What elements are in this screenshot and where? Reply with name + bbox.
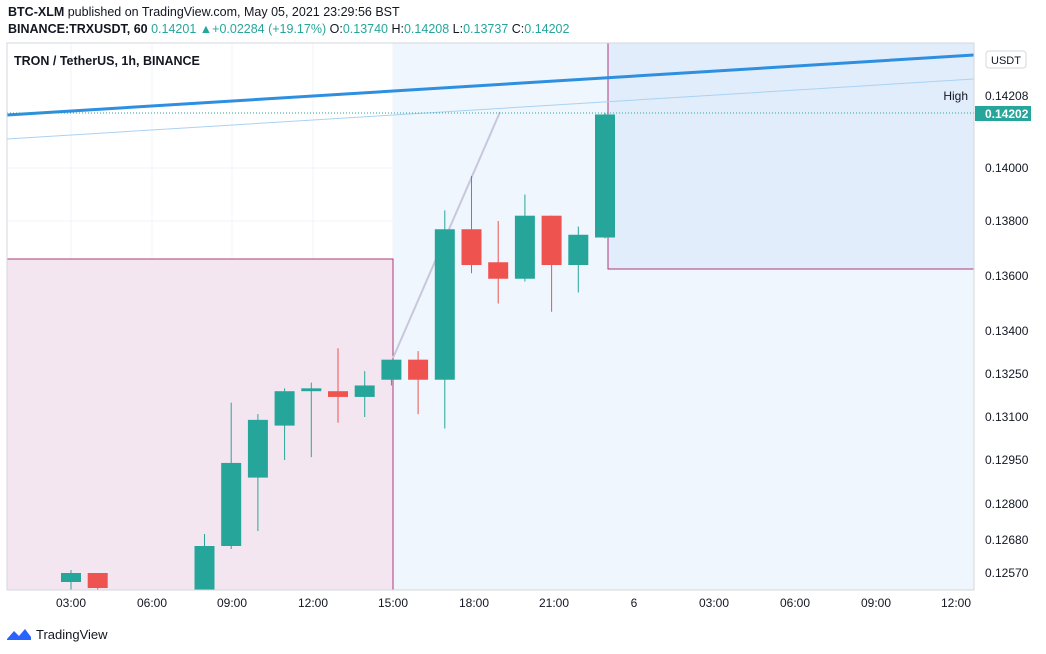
candle-body: [194, 546, 215, 590]
candle-body: [434, 229, 455, 380]
price-change: +0.02284 (+19.17%): [212, 22, 327, 36]
candle-body: [61, 573, 81, 582]
candle[interactable]: [434, 210, 455, 429]
candle[interactable]: [381, 359, 402, 386]
high-marker-value: 0.14208: [985, 89, 1029, 103]
candle-body: [488, 262, 509, 279]
high-marker-label: High: [943, 89, 968, 103]
candle-body: [274, 391, 295, 426]
time-tick-label: 09:00: [217, 596, 247, 610]
candle[interactable]: [221, 402, 242, 549]
time-tick-label: 21:00: [539, 596, 569, 610]
candle[interactable]: [194, 534, 215, 590]
chart-title: TRON / TetherUS, 1h, BINANCE: [14, 54, 200, 68]
candle[interactable]: [541, 215, 562, 312]
last-price-badge: [975, 106, 1031, 121]
price-tick-label: 0.14000: [985, 161, 1029, 175]
candle-body: [221, 462, 242, 546]
candle-body: [381, 359, 402, 380]
low-label: L:: [452, 22, 464, 36]
symbol-label[interactable]: BINANCE:TRXUSDT, 60: [8, 22, 148, 36]
price-tick-label: 0.13600: [985, 269, 1029, 283]
price-tick-label: 0.13400: [985, 324, 1029, 338]
time-tick-label: 15:00: [378, 596, 408, 610]
currency-badge[interactable]: [985, 50, 1027, 69]
candle[interactable]: [514, 194, 535, 282]
candle-body: [328, 391, 348, 397]
candle-body: [514, 215, 535, 279]
last-price: 0.14201: [151, 22, 197, 36]
candles: [61, 112, 615, 590]
time-tick-label: 03:00: [699, 596, 729, 610]
close-label: C:: [511, 22, 525, 36]
footer[interactable]: TradingView: [6, 626, 108, 642]
low-value: 0.13737: [463, 22, 509, 36]
currency-label: USDT: [991, 55, 1021, 67]
price-tick-label: 0.12800: [985, 497, 1029, 511]
candle-body: [541, 215, 562, 265]
time-tick-label: 06:00: [780, 596, 810, 610]
candle[interactable]: [328, 348, 348, 423]
price-tick-label: 0.13800: [985, 214, 1029, 228]
candle-body: [461, 229, 482, 265]
candle[interactable]: [488, 221, 509, 304]
time-axis-labels[interactable]: 03:00 06:00 09:00 12:00 15:00 18:00 21:00 6 03:0…: [56, 596, 971, 610]
candle[interactable]: [568, 226, 589, 293]
price-tick-label: 0.12950: [985, 453, 1029, 467]
candle[interactable]: [408, 351, 429, 415]
price-tick-label: 0.12680: [985, 533, 1029, 547]
price-axis-labels[interactable]: 0.14000 0.13800 0.13600 0.13400 0.13250 0.131…: [985, 161, 1029, 580]
open-value: 0.13740: [342, 22, 388, 36]
price-tick-label: 0.13100: [985, 410, 1029, 424]
price-tick-label: 0.13250: [985, 367, 1029, 381]
candle[interactable]: [61, 570, 81, 590]
candle-body: [408, 359, 429, 380]
high-label: H:: [391, 22, 404, 36]
time-tick-label: 18:00: [459, 596, 489, 610]
close-value: 0.14202: [524, 22, 570, 36]
candle-body: [595, 114, 615, 238]
candle-body: [87, 573, 108, 588]
candle[interactable]: [354, 371, 375, 417]
up-arrow-icon: ▲: [199, 22, 213, 36]
time-tick-label: 06:00: [137, 596, 167, 610]
candle-body: [568, 234, 589, 265]
high-value: 0.14208: [403, 22, 450, 36]
candle-body: [247, 419, 268, 478]
candle[interactable]: [461, 175, 482, 274]
pink-range-box[interactable]: [6, 258, 394, 591]
tradingview-logo-icon: [7, 629, 31, 640]
open-label: O:: [329, 22, 343, 36]
publisher-name: BTC-XLM: [8, 5, 65, 19]
time-tick-label: 03:00: [56, 596, 86, 610]
candle-body: [354, 385, 375, 397]
time-tick-label: 12:00: [941, 596, 971, 610]
main-trendline[interactable]: [6, 53, 975, 117]
blue-target-box[interactable]: [607, 42, 975, 270]
publish-date: published on TradingView.com, May 05, 20…: [64, 5, 400, 19]
candle[interactable]: [301, 382, 322, 458]
candle-body: [301, 388, 322, 392]
time-tick-label: 6: [631, 596, 638, 610]
last-price-badge-value: 0.14202: [985, 107, 1029, 121]
thin-trendline[interactable]: [6, 78, 975, 140]
candle[interactable]: [87, 573, 108, 590]
candle[interactable]: [247, 414, 268, 531]
publish-info: BTC-XLM published on TradingView.com, Ma…: [8, 5, 400, 19]
time-tick-label: 09:00: [861, 596, 891, 610]
time-tick-label: 12:00: [298, 596, 328, 610]
candle[interactable]: [595, 112, 615, 239]
price-tick-label: 0.12570: [985, 566, 1029, 580]
tradingview-brand[interactable]: TradingView: [36, 626, 108, 642]
candle[interactable]: [274, 388, 295, 460]
ohlc-legend: BINANCE:TRXUSDT, 60 0.14201 ▲+0.02284 (+…: [8, 22, 569, 36]
